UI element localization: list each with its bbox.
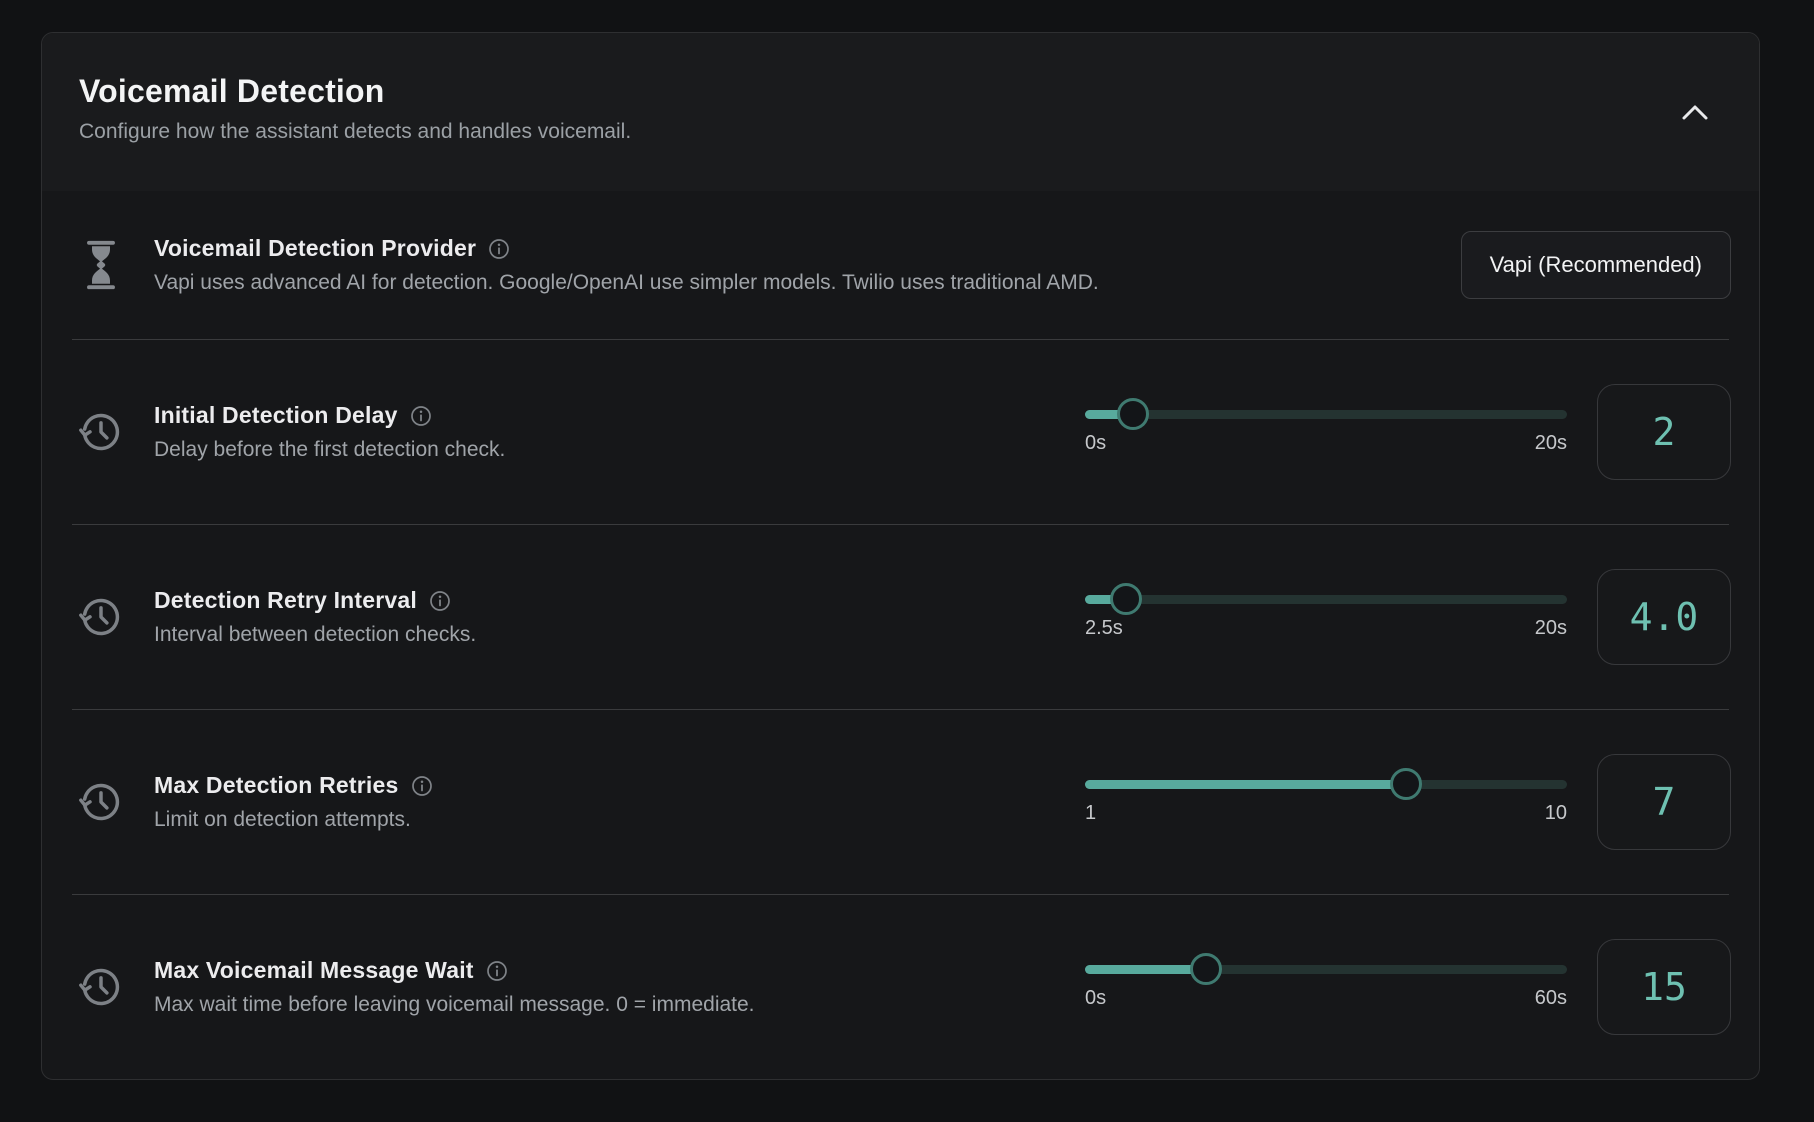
row-detection-retry-interval: Detection Retry Interval Interval betwee…: [42, 525, 1759, 709]
slider-max-label: 10: [1544, 801, 1567, 824]
info-icon[interactable]: [411, 775, 433, 797]
slider-handle[interactable]: [1117, 398, 1150, 430]
hourglass-icon: [79, 239, 123, 291]
collapse-section-button[interactable]: [1673, 95, 1717, 131]
slider-min-label: 0s: [1085, 431, 1107, 454]
row-divider: [72, 339, 1729, 340]
history-clock-icon: [79, 779, 123, 825]
slider-max-label: 60s: [1534, 986, 1567, 1009]
slider-row-text: Max Detection Retries Limit on detection…: [154, 772, 1085, 832]
panel-header: Voicemail Detection Configure how the as…: [42, 33, 1759, 191]
slider-max-label: 20s: [1534, 616, 1567, 639]
slider-group: 1 10 7: [1085, 754, 1731, 850]
initial-detection-delay-slider[interactable]: 0s 20s: [1085, 398, 1567, 455]
page-title: Voicemail Detection: [79, 73, 385, 109]
slider-handle[interactable]: [1189, 953, 1222, 985]
max-detection-retries-slider[interactable]: 1 10: [1085, 768, 1567, 825]
slider-fill: [1085, 409, 1134, 419]
slider-label: Max Detection Retries: [154, 772, 399, 798]
row-voicemail-detection-provider: Voicemail Detection Provider Vapi uses a…: [42, 191, 1759, 339]
slider-handle[interactable]: [1390, 768, 1423, 800]
detection-retry-interval-slider[interactable]: 2.5s 20s: [1085, 583, 1567, 640]
provider-description: Vapi uses advanced AI for detection. Goo…: [154, 271, 1099, 294]
row-max-detection-retries: Max Detection Retries Limit on detection…: [42, 710, 1759, 894]
slider-min-label: 2.5s: [1085, 616, 1123, 639]
slider-label: Max Voicemail Message Wait: [154, 957, 474, 983]
slider-track[interactable]: [1085, 398, 1567, 430]
info-icon[interactable]: [410, 405, 432, 427]
voicemail-detection-panel: Voicemail Detection Configure how the as…: [41, 32, 1760, 1080]
slider-track[interactable]: [1085, 583, 1567, 615]
max-detection-retries-value[interactable]: 7: [1597, 754, 1731, 850]
row-divider: [72, 524, 1729, 525]
row-initial-detection-delay: Initial Detection Delay Delay before the…: [42, 340, 1759, 524]
page-subtitle: Configure how the assistant detects and …: [79, 120, 632, 143]
slider-label: Initial Detection Delay: [154, 402, 398, 428]
provider-label: Voicemail Detection Provider: [154, 235, 477, 261]
slider-track[interactable]: [1085, 768, 1567, 800]
slider-max-label: 20s: [1534, 431, 1567, 454]
slider-group: 0s 60s 15: [1085, 939, 1731, 1035]
slider-fill: [1085, 964, 1206, 974]
history-clock-icon: [79, 594, 123, 640]
slider-min-label: 0s: [1085, 986, 1107, 1009]
slider-min-label: 1: [1085, 801, 1097, 824]
slider-row-text: Detection Retry Interval Interval betwee…: [154, 587, 1085, 647]
provider-select-button[interactable]: Vapi (Recommended): [1460, 231, 1731, 299]
initial-detection-delay-value[interactable]: 2: [1597, 384, 1731, 480]
slider-label: Detection Retry Interval: [154, 587, 417, 613]
history-clock-icon: [79, 409, 123, 455]
detection-retry-interval-value[interactable]: 4.0: [1597, 569, 1731, 665]
info-icon[interactable]: [429, 590, 451, 612]
slider-group: 0s 20s 2: [1085, 384, 1731, 480]
slider-description: Delay before the first detection check.: [154, 438, 506, 461]
max-voicemail-message-wait-slider[interactable]: 0s 60s: [1085, 953, 1567, 1010]
history-clock-icon: [79, 964, 123, 1010]
slider-fill: [1085, 594, 1127, 604]
slider-fill: [1085, 779, 1407, 789]
info-icon[interactable]: [488, 238, 510, 260]
slider-description: Interval between detection checks.: [154, 623, 477, 646]
slider-handle[interactable]: [1110, 583, 1143, 615]
slider-description: Max wait time before leaving voicemail m…: [154, 993, 755, 1016]
max-voicemail-message-wait-value[interactable]: 15: [1597, 939, 1731, 1035]
slider-row-text: Initial Detection Delay Delay before the…: [154, 402, 1085, 462]
info-icon[interactable]: [486, 960, 508, 982]
provider-row-text: Voicemail Detection Provider Vapi uses a…: [154, 235, 1461, 295]
slider-group: 2.5s 20s 4.0: [1085, 569, 1731, 665]
row-divider: [72, 894, 1729, 895]
slider-row-text: Max Voicemail Message Wait Max wait time…: [154, 957, 1085, 1017]
row-divider: [72, 709, 1729, 710]
slider-track[interactable]: [1085, 953, 1567, 985]
slider-description: Limit on detection attempts.: [154, 808, 411, 831]
chevron-up-icon: [1676, 101, 1714, 125]
row-max-voicemail-message-wait: Max Voicemail Message Wait Max wait time…: [42, 895, 1759, 1079]
